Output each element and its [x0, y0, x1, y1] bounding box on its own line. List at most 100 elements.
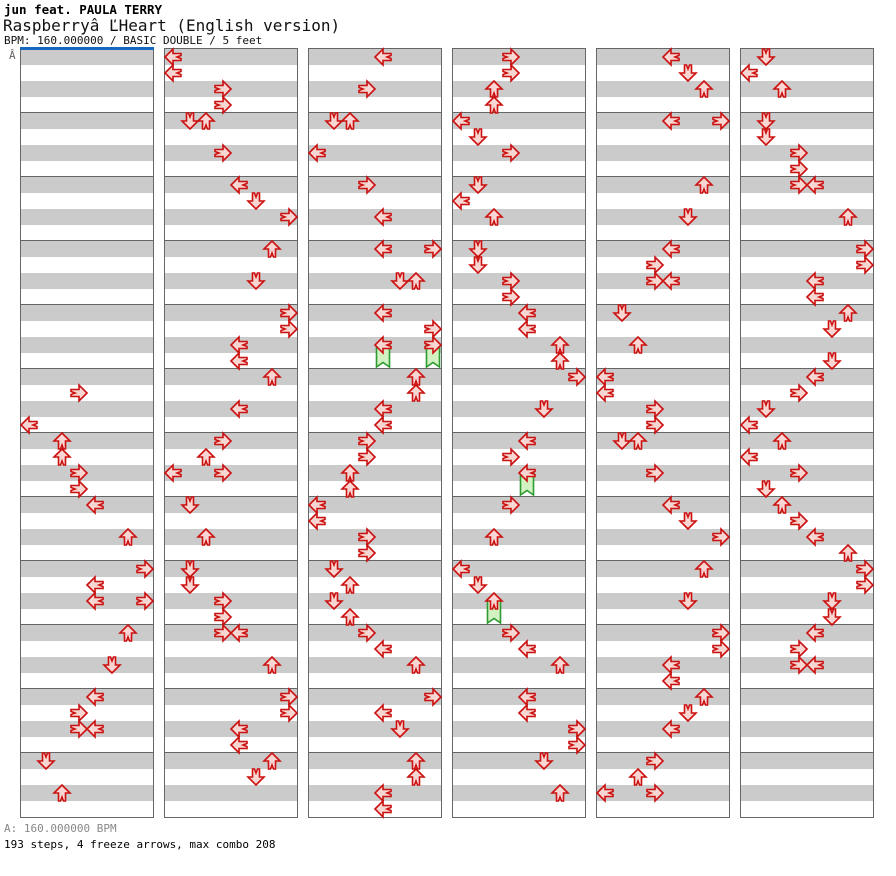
measure-line	[597, 688, 729, 689]
arrow-up-icon	[694, 687, 714, 706]
measure-line	[453, 240, 585, 241]
arrow-left-icon	[805, 655, 824, 675]
beat-stripe	[453, 241, 585, 257]
arrow-up-icon	[118, 623, 138, 642]
measure-line	[597, 240, 729, 241]
beat-stripe	[741, 401, 873, 417]
arrow-left-icon	[307, 143, 326, 163]
arrow-down-icon	[390, 272, 410, 291]
arrow-right-icon	[646, 751, 665, 771]
beat-stripe	[309, 113, 441, 129]
beat-stripe	[741, 337, 873, 353]
measure-line	[21, 496, 153, 497]
arrow-left-icon	[229, 623, 248, 643]
arrow-left-icon	[517, 639, 536, 659]
measure-line	[741, 688, 873, 689]
arrow-right-icon	[280, 703, 299, 723]
measure-line	[165, 624, 297, 625]
beat-stripe	[165, 305, 297, 321]
measure-line	[21, 112, 153, 113]
arrow-up-icon	[340, 463, 360, 482]
arrow-up-icon	[550, 351, 570, 370]
arrow-left-icon	[805, 271, 824, 291]
arrow-left-icon	[229, 399, 248, 419]
arrow-up-icon	[628, 767, 648, 786]
beat-stripe	[453, 337, 585, 353]
beat-stripe	[741, 65, 873, 81]
measure-line	[165, 560, 297, 561]
measure-line	[309, 176, 441, 177]
arrow-down-icon	[102, 656, 122, 675]
arrow-down-icon	[534, 400, 554, 419]
arrow-down-icon	[390, 720, 410, 739]
beat-stripe	[21, 321, 153, 337]
beat-stripe	[741, 673, 873, 689]
arrow-down-icon	[180, 560, 200, 579]
beat-stripe	[597, 193, 729, 209]
arrow-up-icon	[52, 431, 72, 450]
beat-stripe	[165, 657, 297, 673]
arrow-right-icon	[502, 63, 521, 83]
measure-line	[453, 176, 585, 177]
beat-stripe	[21, 193, 153, 209]
arrow-right-icon	[646, 399, 665, 419]
measure-line	[309, 752, 441, 753]
arrow-up-icon	[196, 447, 216, 466]
beat-stripe	[165, 257, 297, 273]
beat-stripe	[21, 161, 153, 177]
arrow-down-icon	[678, 208, 698, 227]
arrow-left-icon	[739, 447, 758, 467]
arrow-up-icon	[838, 543, 858, 562]
arrow-left-icon	[661, 671, 680, 691]
arrow-right-icon	[790, 511, 809, 531]
arrow-down-icon	[180, 496, 200, 515]
beat-stripe	[309, 673, 441, 689]
measure-line	[309, 432, 441, 433]
arrow-right-icon	[646, 271, 665, 291]
arrow-up-icon	[694, 79, 714, 98]
arrow-right-icon	[712, 623, 731, 643]
arrow-up-icon	[484, 207, 504, 226]
beat-stripe	[597, 337, 729, 353]
beat-stripe	[21, 145, 153, 161]
beat-stripe	[309, 465, 441, 481]
beat-stripe	[21, 97, 153, 113]
beat-stripe	[453, 657, 585, 673]
beat-stripe	[165, 513, 297, 529]
arrow-right-icon	[790, 159, 809, 179]
measure-line	[597, 112, 729, 113]
beat-stripe	[597, 353, 729, 369]
measure-line	[453, 112, 585, 113]
measure-line	[165, 688, 297, 689]
arrow-right-icon	[280, 207, 299, 227]
arrow-right-icon	[214, 79, 233, 99]
arrow-right-icon	[646, 463, 665, 483]
arrow-left-icon	[661, 495, 680, 515]
measure-line	[309, 112, 441, 113]
arrow-left-icon	[595, 383, 614, 403]
beat-stripe	[597, 369, 729, 385]
beat-stripe	[741, 81, 873, 97]
arrow-left-icon	[451, 559, 470, 579]
arrow-right-icon	[424, 319, 443, 339]
beat-stripe	[741, 577, 873, 593]
arrow-up-icon	[118, 527, 138, 546]
measure-line	[597, 368, 729, 369]
arrow-up-icon	[484, 591, 504, 610]
arrow-left-icon	[229, 175, 248, 195]
measure-column-4	[451, 47, 587, 818]
arrow-up-icon	[838, 207, 858, 226]
arrow-left-icon	[373, 399, 392, 419]
measure-line	[165, 112, 297, 113]
beat-stripe	[21, 657, 153, 673]
arrow-right-icon	[856, 575, 875, 595]
beat-stripe	[21, 625, 153, 641]
beat-stripe	[309, 145, 441, 161]
beat-stripe	[165, 289, 297, 305]
arrow-right-icon	[136, 559, 155, 579]
measure-line	[741, 752, 873, 753]
beat-stripe	[453, 97, 585, 113]
arrow-up-icon	[340, 111, 360, 130]
beat-stripe	[597, 577, 729, 593]
arrow-down-icon	[36, 752, 56, 771]
